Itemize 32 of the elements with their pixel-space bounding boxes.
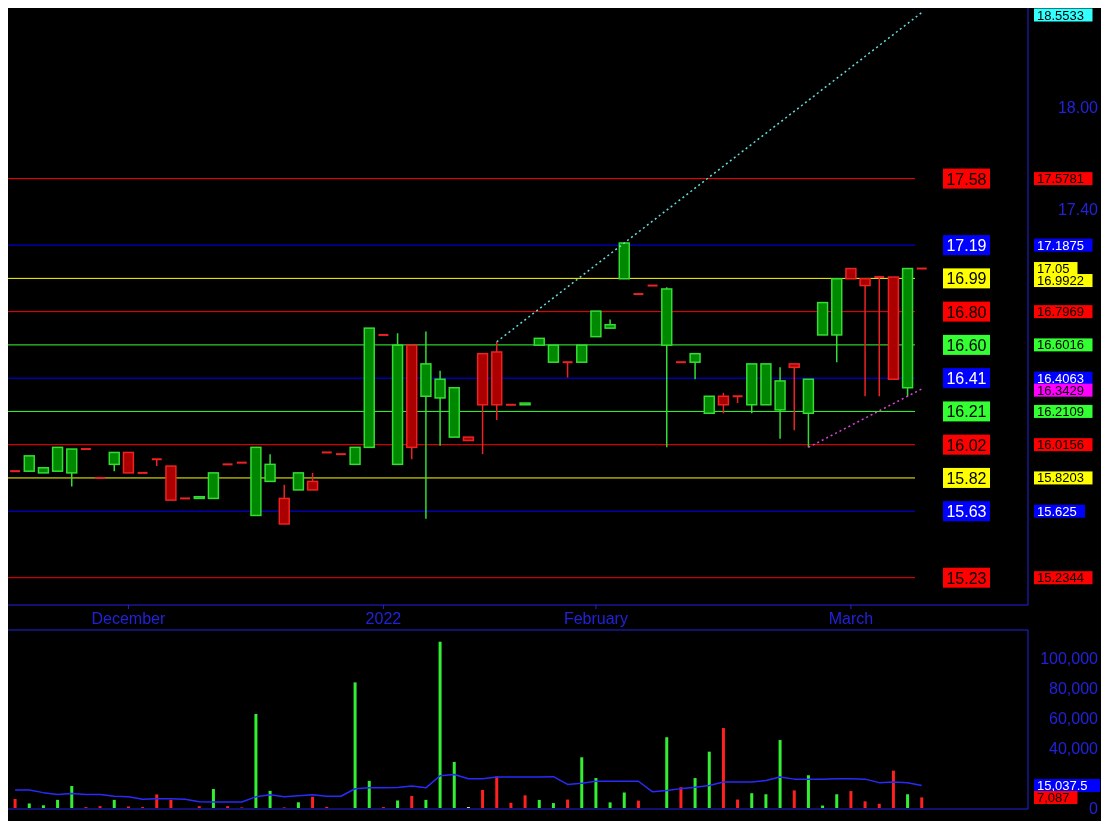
y2-tick-label: 16.7969 — [1037, 304, 1084, 320]
ref-line-label: 15.23 — [946, 569, 987, 587]
y2-tick-label: 15.8203 — [1037, 470, 1084, 486]
x-tick-label: December — [91, 610, 166, 627]
y2-tick-label: 17.5781 — [1037, 171, 1084, 187]
y2-tick-label: 17.1875 — [1037, 237, 1084, 253]
y-tick-label: 17.40 — [1057, 200, 1099, 218]
x-tick-label: 2022 — [365, 610, 402, 627]
y-tick-label: 18.00 — [1057, 98, 1099, 116]
ref-line-label: 16.41 — [946, 370, 987, 388]
y2-tick-label: 16.0156 — [1037, 437, 1084, 453]
y2-tick-label: 15.2344 — [1037, 570, 1084, 586]
y2-tick-label: 18.5533 — [1037, 7, 1084, 23]
ref-line-label: 15.63 — [946, 503, 987, 521]
y-tick-label: 80,000 — [1049, 680, 1099, 698]
ref-line-label: 16.80 — [946, 303, 987, 321]
ref-line-label: 16.99 — [946, 270, 987, 288]
y-tick-label: 60,000 — [1049, 710, 1099, 728]
ref-line-label: 16.60 — [946, 336, 987, 354]
y2-tick-label: 15.625 — [1037, 503, 1077, 519]
ref-line-label: 17.19 — [946, 237, 987, 255]
ref-line-label: 17.58 — [946, 170, 987, 188]
y2-tick-label: 16.2109 — [1037, 403, 1084, 419]
ref-line-label: 15.82 — [946, 469, 987, 487]
ref-line-label: 16.21 — [946, 403, 987, 421]
x-tick-label: February — [563, 610, 628, 627]
x-tick-label: March — [828, 610, 874, 627]
y-tick-label: 0 — [1089, 800, 1099, 817]
y-tick-label: 40,000 — [1049, 740, 1099, 758]
ref-line-label: 16.02 — [946, 436, 987, 454]
y-tick-label: 100,000 — [1040, 650, 1099, 668]
y2-tick-label: 16.6016 — [1037, 337, 1084, 353]
